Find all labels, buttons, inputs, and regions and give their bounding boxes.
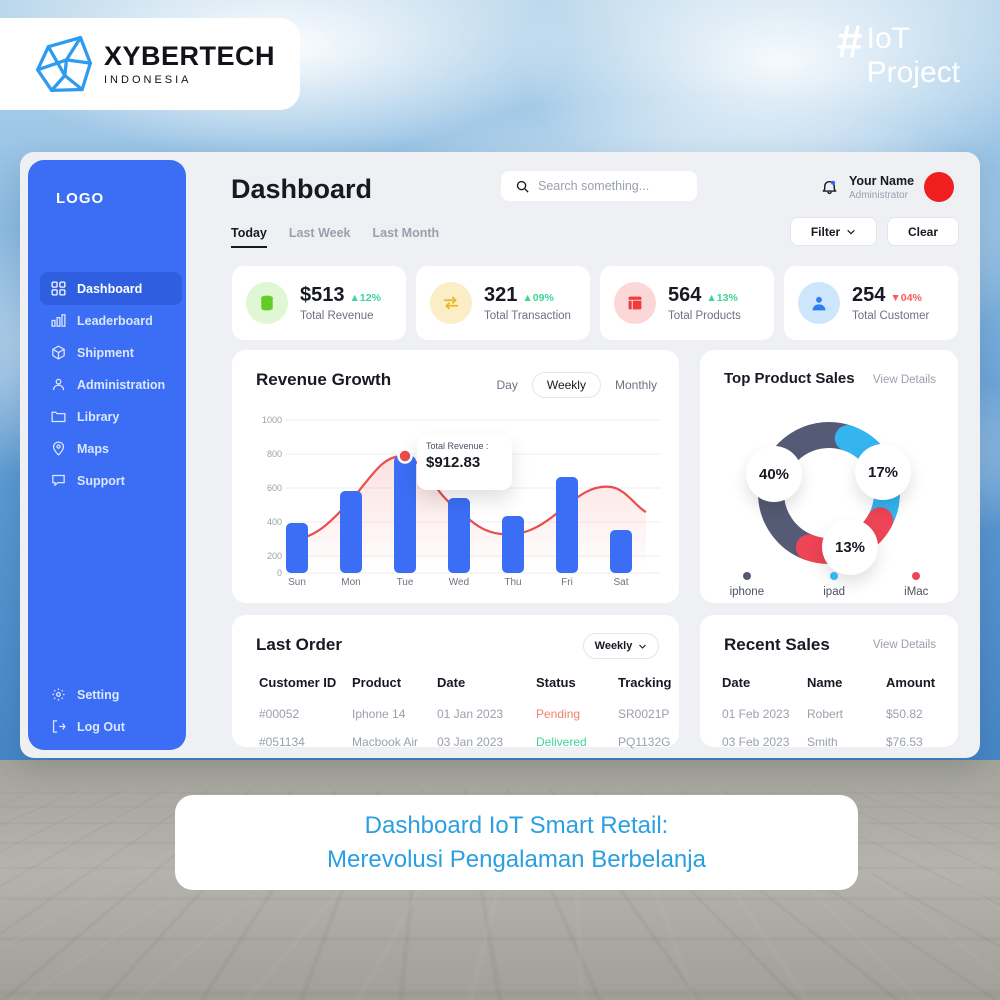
svg-text:Wed: Wed bbox=[449, 577, 469, 588]
svg-text:Thu: Thu bbox=[504, 577, 521, 588]
svg-text:1000: 1000 bbox=[262, 415, 282, 425]
svg-text:Sun: Sun bbox=[288, 577, 306, 588]
svg-text:600: 600 bbox=[267, 483, 282, 493]
svg-text:Mon: Mon bbox=[341, 577, 360, 588]
svg-text:Tue: Tue bbox=[397, 577, 414, 588]
svg-text:400: 400 bbox=[267, 517, 282, 527]
svg-text:Sat: Sat bbox=[613, 577, 628, 588]
svg-text:Fri: Fri bbox=[561, 577, 573, 588]
svg-text:200: 200 bbox=[267, 551, 282, 561]
svg-text:0: 0 bbox=[277, 568, 282, 578]
svg-text:800: 800 bbox=[267, 449, 282, 459]
